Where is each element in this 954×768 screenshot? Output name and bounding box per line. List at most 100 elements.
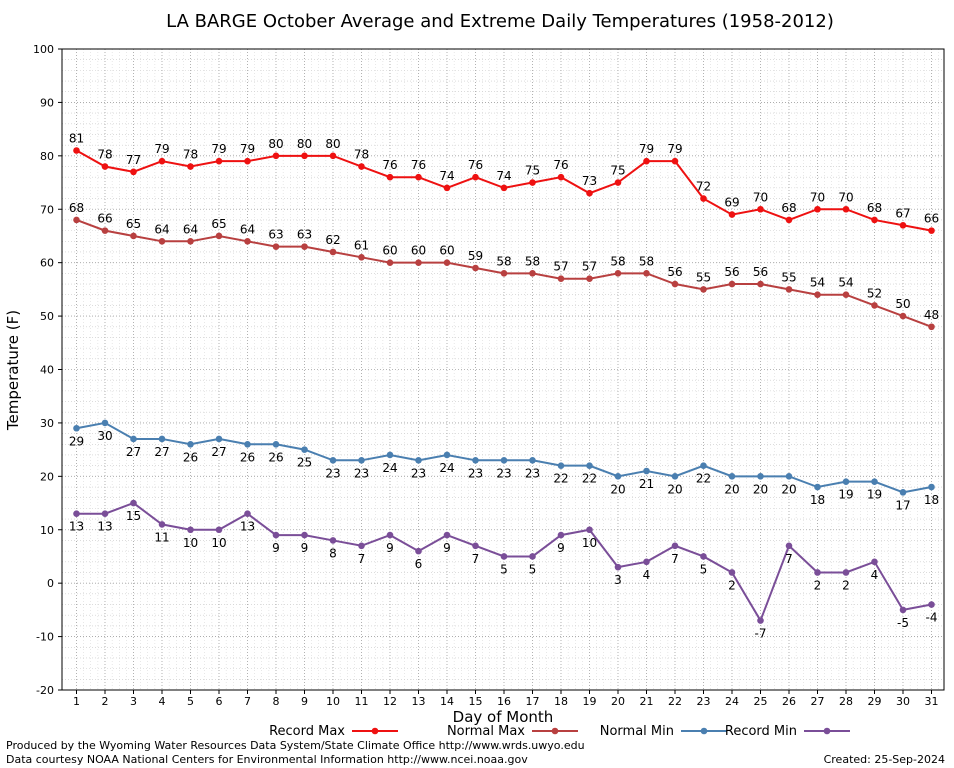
record-max-point [215,157,223,165]
normal-max-data-label: 62 [325,233,340,247]
record-max-data-label: 73 [582,174,597,188]
normal-min-data-label: 23 [468,466,483,480]
x-tick-label: 6 [216,695,223,708]
record-max-point [73,147,80,154]
x-tick-label: 1 [73,695,80,708]
normal-min-data-label: 20 [610,482,625,496]
normal-max-point [329,248,337,256]
normal-min-data-label: 23 [325,466,340,480]
record-min-point [928,601,935,608]
record-min-point [329,537,337,544]
record-min-point [728,569,736,576]
record-min-data-label: 8 [329,546,337,560]
normal-min-data-label: 22 [696,472,711,486]
record-min-point [871,558,878,566]
normal-min-data-label: 24 [439,461,454,475]
record-max-point [842,205,850,213]
record-max-point [187,163,194,170]
normal-min-data-label: 19 [867,488,882,502]
normal-max-data-label: 57 [582,260,597,274]
y-tick-label: 0 [47,577,54,590]
x-tick-label: 14 [440,695,454,708]
x-tick-label: 11 [355,695,369,708]
y-tick-label: 40 [40,364,54,377]
x-tick-label: 23 [697,695,711,708]
normal-min-data-label: 26 [183,450,198,464]
record-min-data-label: 6 [415,557,423,571]
normal-max-data-label: 60 [382,244,397,258]
normal-max-point [614,270,622,277]
normal-min-data-label: 20 [724,482,739,496]
record-min-point [301,531,308,539]
normal-max-point [358,254,365,261]
record-min-data-label: 9 [272,541,280,555]
normal-max-point [842,291,850,299]
normal-max-point [415,259,422,266]
normal-max-point [187,238,194,245]
record-max-point [472,173,479,181]
normal-max-data-label: 64 [240,222,255,236]
normal-max-data-label: 65 [126,217,141,231]
normal-max-data-label: 63 [268,228,283,242]
record-max-point [386,173,394,181]
record-min-data-label: 13 [240,520,255,534]
normal-max-data-label: 64 [183,222,198,236]
normal-min-point [272,440,280,448]
normal-min-point [814,483,821,491]
record-max-data-label: 72 [696,180,711,194]
x-tick-label: 20 [611,695,625,708]
normal-min-point [386,451,394,459]
series-record-min: 13 13 15 11 10 10 13 9 9 8 7 9 6 9 7 5 5 9 10 3 4 7 5 2 -7 7 2 2 4 -5… [69,499,938,641]
normal-max-point [557,275,565,282]
record-max-point [671,157,679,165]
normal-min-point [443,451,451,459]
record-max-point [614,179,622,186]
normal-max-data-label: 58 [610,254,625,268]
normal-min-point [700,462,707,469]
record-max-data-label: 67 [895,206,910,220]
normal-max-data-label: 60 [411,244,426,258]
record-max-point [130,168,137,176]
normal-min-point [244,440,251,448]
normal-min-point [472,457,479,464]
legend-marker-normal-min [700,727,708,735]
record-min-point [386,531,394,539]
record-min-point [557,531,565,539]
x-tick-label: 12 [383,695,397,708]
normal-max-data-label: 58 [525,254,540,268]
record-min-point [700,553,707,560]
y-tick-label: 50 [40,310,54,323]
normal-min-point [301,446,308,453]
normal-max-data-label: 55 [781,270,796,284]
record-max-point [358,163,365,170]
record-min-data-label: 13 [69,520,84,534]
normal-max-data-label: 54 [810,276,825,290]
record-max-data-label: 81 [69,131,84,145]
normal-min-point [728,473,736,480]
record-min-data-label: 11 [154,530,169,544]
record-max-data-label: 79 [154,142,169,156]
x-tick-label: 17 [526,695,540,708]
normal-max-data-label: 63 [297,228,312,242]
normal-min-point [529,457,536,464]
record-min-point [415,547,422,555]
normal-min-data-label: 23 [411,466,426,480]
record-min-data-label: -4 [926,611,938,625]
normal-min-point [643,467,650,475]
normal-min-data-label: 23 [354,466,369,480]
normal-min-data-label: 30 [97,429,112,443]
normal-min-data-label: 24 [382,461,397,475]
record-max-data-label: 78 [183,148,198,162]
x-tick-label: 16 [497,695,511,708]
legend-marker-record-min [823,727,831,735]
record-min-data-label: 5 [500,562,508,576]
normal-max-data-label: 68 [69,201,84,215]
record-max-data-label: 70 [838,190,853,204]
record-min-data-label: 4 [871,568,879,582]
record-max-point [785,216,793,224]
record-min-point [272,531,280,539]
normal-min-data-label: 27 [211,445,226,459]
record-max-data-label: 79 [667,142,682,156]
normal-max-point [928,323,935,331]
record-min-point [614,563,622,571]
